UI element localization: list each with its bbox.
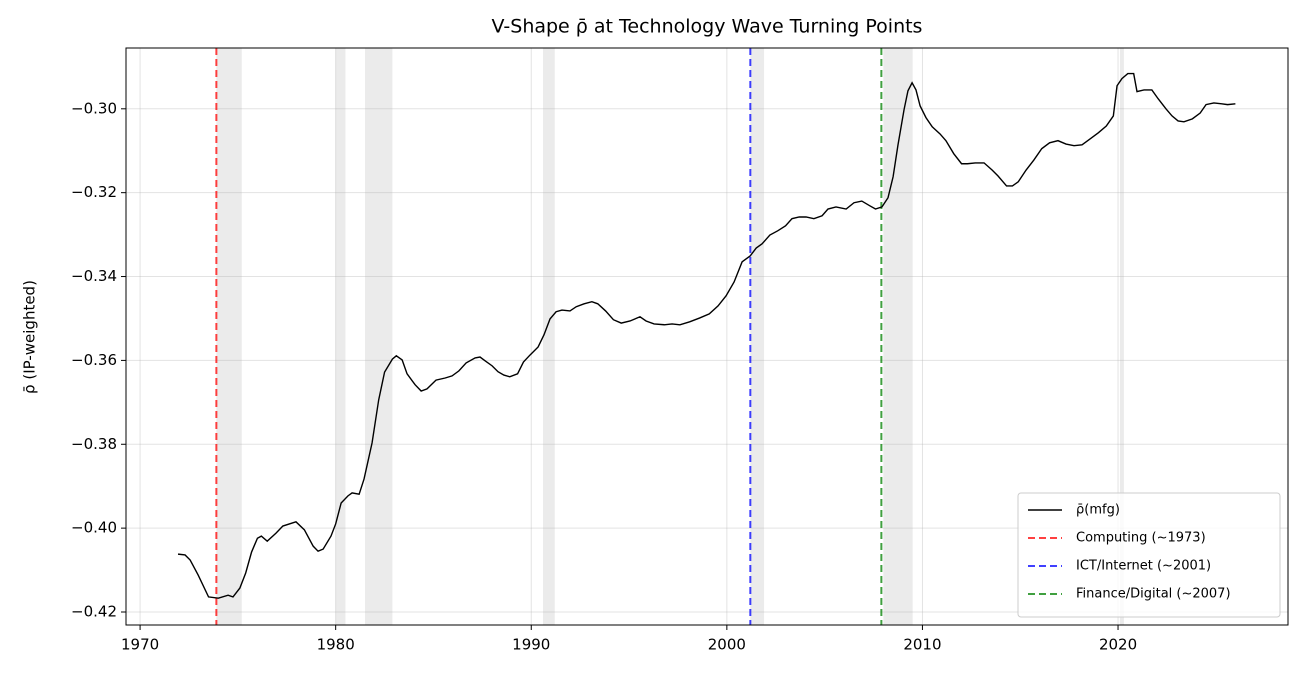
x-tick-label: 2020 bbox=[1099, 636, 1137, 654]
x-tick-label: 1970 bbox=[121, 636, 159, 654]
legend: ρ̄(mfg) Computing (~1973) ICT/Internet (~2… bbox=[1017, 492, 1281, 618]
legend-box bbox=[1017, 492, 1281, 618]
shaded-span bbox=[335, 48, 346, 625]
x-tick-label: 2010 bbox=[903, 636, 941, 654]
y-tick-label: −0.38 bbox=[71, 435, 117, 453]
y-tick-label: −0.30 bbox=[71, 99, 117, 117]
x-tick-label: 1990 bbox=[512, 636, 550, 654]
shaded-span bbox=[542, 48, 555, 625]
legend-label: ρ̄(mfg) bbox=[1076, 503, 1120, 518]
shaded-span bbox=[1119, 48, 1124, 625]
y-tick-label: −0.34 bbox=[71, 267, 117, 285]
y-tick-label: −0.36 bbox=[71, 351, 117, 369]
shaded-span bbox=[365, 48, 393, 625]
data-line bbox=[177, 72, 1236, 599]
x-tick-label: 1980 bbox=[317, 636, 355, 654]
shaded-span bbox=[750, 48, 765, 625]
y-tick-label: −0.32 bbox=[71, 183, 117, 201]
chart-title: V-Shape ρ̄ at Technology Wave Turning Po… bbox=[492, 16, 923, 38]
legend-label: Finance/Digital (~2007) bbox=[1076, 587, 1231, 602]
shaded-span bbox=[216, 48, 242, 625]
plot-frame bbox=[125, 47, 1289, 626]
shaded-span bbox=[883, 48, 913, 625]
legend-label: Computing (~1973) bbox=[1076, 531, 1206, 546]
y-tick-label: −0.42 bbox=[71, 603, 117, 621]
y-tick-label: −0.40 bbox=[71, 519, 117, 537]
y-axis-label: ρ̄ (IP-weighted) bbox=[21, 280, 39, 394]
x-tick-label: 2000 bbox=[708, 636, 746, 654]
legend-label: ICT/Internet (~2001) bbox=[1076, 559, 1211, 574]
